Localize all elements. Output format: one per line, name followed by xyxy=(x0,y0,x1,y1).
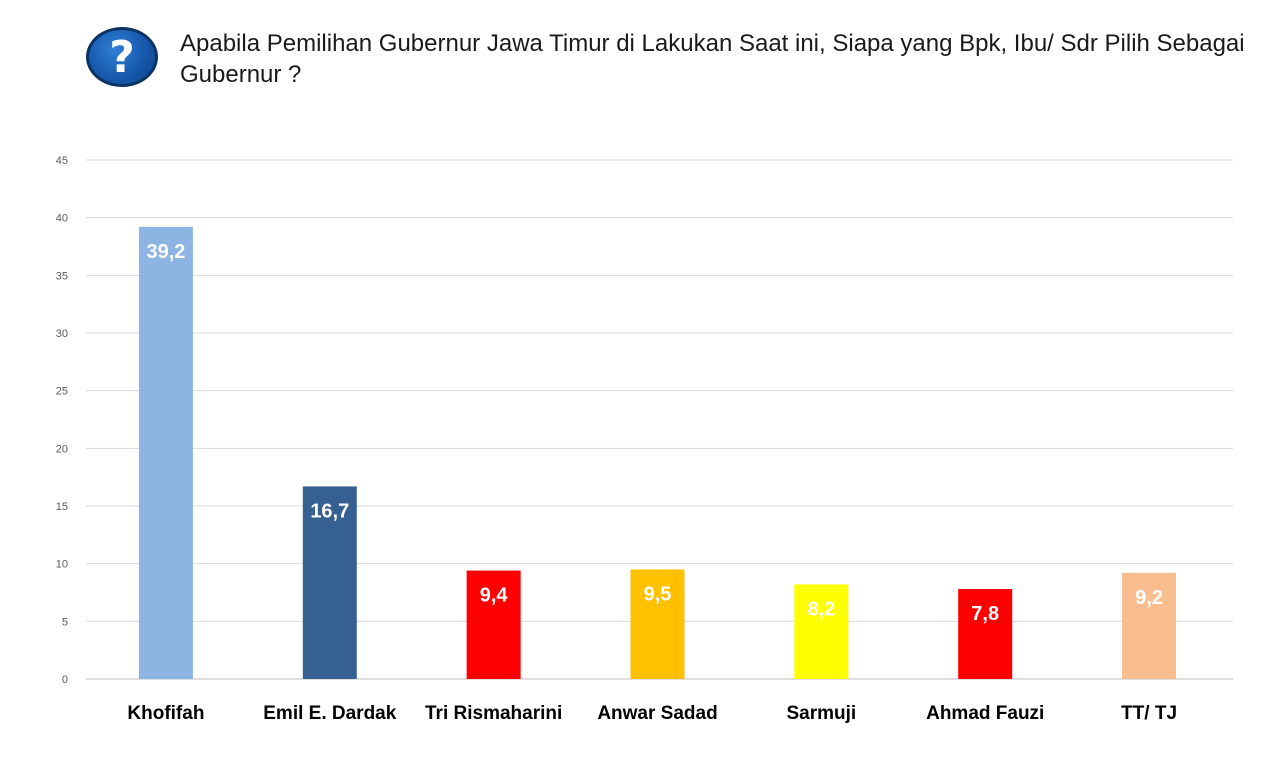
category-label: Anwar Sadad xyxy=(597,703,717,724)
data-label: 7,8 xyxy=(971,603,999,625)
y-tick-label: 25 xyxy=(56,386,68,398)
bar xyxy=(138,226,193,680)
y-tick-label: 40 xyxy=(56,213,68,225)
bar xyxy=(958,589,1013,679)
data-label: 16,7 xyxy=(310,500,349,522)
y-tick-label: 30 xyxy=(56,328,68,340)
data-label: 9,2 xyxy=(1135,587,1163,609)
y-axis-ticks: 0 5 10 15 20 25 30 35 40 45 xyxy=(56,155,68,686)
category-label: Sarmuji xyxy=(787,703,857,724)
bar xyxy=(630,569,685,679)
bar xyxy=(466,570,521,679)
category-label: Ahmad Fauzi xyxy=(926,703,1044,724)
bar xyxy=(302,486,357,679)
y-tick-label: 35 xyxy=(56,270,68,282)
x-axis-labels: Khofifah Emil E. Dardak Tri Rismaharini Anw… xyxy=(127,703,1177,724)
y-tick-label: 15 xyxy=(56,501,68,513)
header: ? Apabila Pemilihan Gubernur Jawa Timur … xyxy=(0,0,1280,110)
y-tick-label: 0 xyxy=(62,674,68,686)
category-label: Emil E. Dardak xyxy=(263,703,396,724)
category-label: Tri Rismaharini xyxy=(425,703,562,724)
category-label: Khofifah xyxy=(127,703,204,724)
data-label: 8,2 xyxy=(807,598,835,620)
page-title: Apabila Pemilihan Gubernur Jawa Timur di… xyxy=(180,30,1245,88)
y-tick-label: 10 xyxy=(56,559,68,571)
y-tick-label: 20 xyxy=(56,443,68,455)
question-mark-icon: ? xyxy=(86,27,158,87)
data-label: 9,5 xyxy=(644,583,672,605)
bars xyxy=(138,226,1177,680)
y-tick-label: 45 xyxy=(56,155,68,167)
category-label: TT/ TJ xyxy=(1121,703,1177,724)
bar xyxy=(794,584,849,679)
data-label: 39,2 xyxy=(146,241,185,263)
y-tick-label: 5 xyxy=(62,616,68,628)
data-labels: 39,2 16,7 9,4 9,5 8,2 7,8 9,2 xyxy=(146,241,1163,625)
data-label: 9,4 xyxy=(480,585,509,607)
bar xyxy=(1122,572,1177,679)
